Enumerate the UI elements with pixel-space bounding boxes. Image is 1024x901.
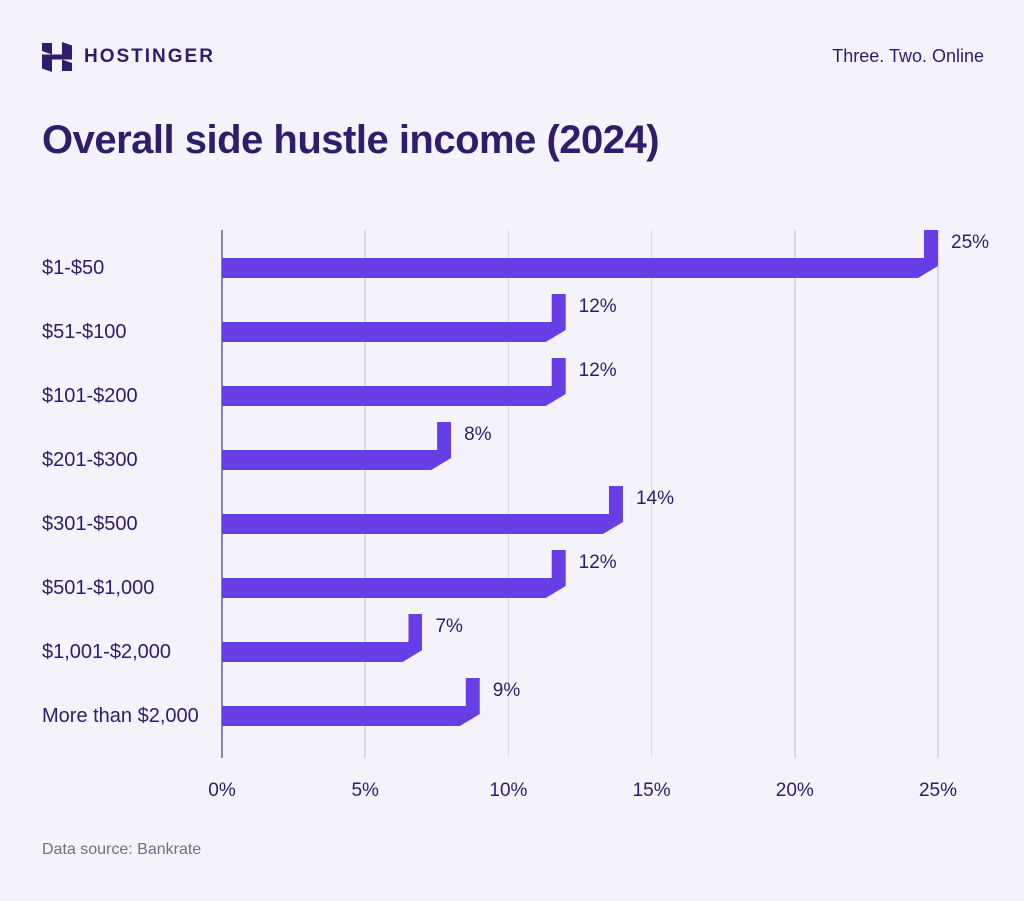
brand-tagline: Three. Two. Online [832,46,984,66]
category-label: $501-$1,000 [42,577,155,599]
x-tick-label: 10% [489,780,528,801]
x-tick-label: 15% [632,780,671,801]
data-source-note: Data source: Bankrate [42,841,202,858]
category-label: $301-$500 [42,513,138,535]
gridline [650,230,653,758]
chart-title: Overall side hustle income (2024) [42,118,660,162]
gridline [507,230,510,758]
x-tick-label: 0% [208,780,236,801]
hostinger-logo-icon [40,40,74,74]
gridline [937,230,939,758]
bar [222,486,623,534]
category-label: $201-$300 [42,449,138,471]
bar [222,422,452,470]
bar [222,294,566,342]
value-label: 7% [435,616,463,637]
y-axis-line [221,230,223,758]
category-label: More than $2,000 [42,705,199,727]
gridline [794,230,796,758]
value-label: 12% [578,296,617,317]
gridline [364,230,366,758]
category-label: $1,001-$2,000 [42,641,172,663]
value-label: 8% [464,424,492,445]
bar [222,614,423,662]
x-tick-label: 25% [918,780,958,801]
value-label: 14% [635,488,674,509]
value-label: 9% [492,680,521,701]
brand-wordmark: HOSTINGER [84,46,215,67]
value-label: 12% [578,360,617,381]
bar [222,230,938,278]
category-label: $51-$100 [42,321,127,343]
x-tick-label: 20% [775,780,814,801]
bar [222,550,566,598]
category-label: $101-$200 [42,385,138,407]
x-tick-label: 5% [351,780,379,801]
bar [222,678,480,726]
category-label: $1-$50 [42,257,105,279]
value-label: 12% [578,552,617,573]
bar [222,358,566,406]
value-label: 25% [951,232,990,253]
